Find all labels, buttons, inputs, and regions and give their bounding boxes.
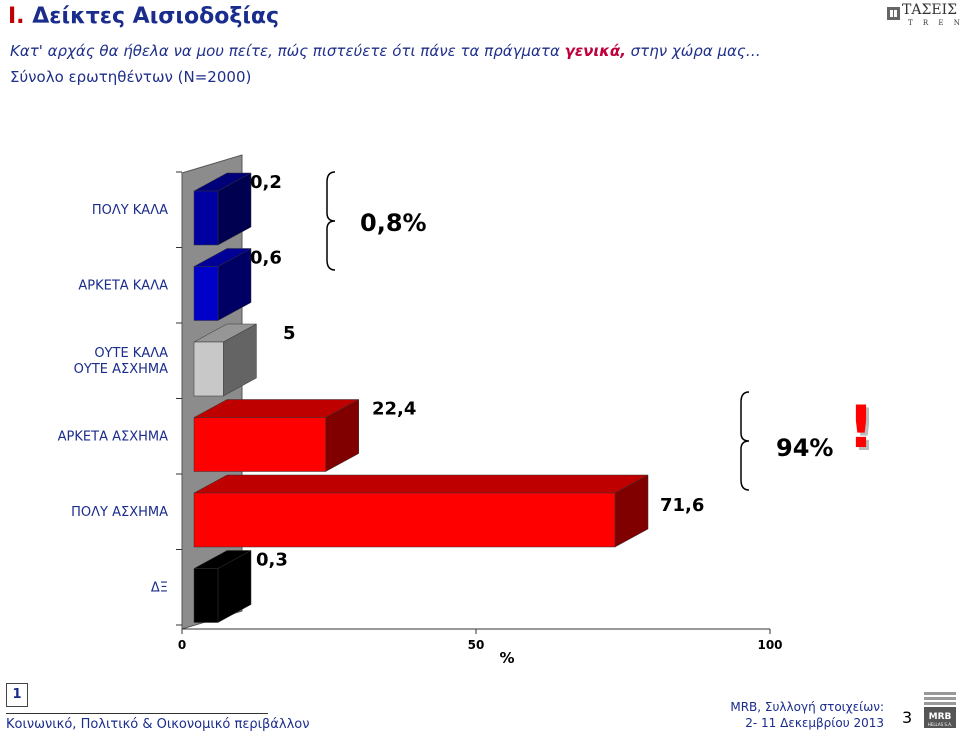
value-label: 0,3 bbox=[256, 550, 288, 571]
question-emphasis: γενικά, bbox=[564, 42, 626, 60]
mrb-logo-sub: HELLAS S.A. bbox=[928, 722, 952, 727]
footer-divider bbox=[6, 713, 268, 714]
question-pre: Κατ' αρχάς θα ήθελα να μου πείτε, πώς πι… bbox=[10, 42, 565, 60]
section-number-box: 1 bbox=[6, 683, 28, 707]
x-tick-label: 100 bbox=[757, 638, 782, 652]
question-post: στην χώρα μας… bbox=[625, 42, 761, 60]
mrb-logo: MRB HELLAS S.A. bbox=[924, 692, 956, 728]
value-label: 71,6 bbox=[660, 495, 704, 516]
bar-front-face bbox=[193, 568, 219, 623]
footer-section-title: Κοινωνικό, Πολιτικό & Οικονομικό περιβάλ… bbox=[6, 717, 310, 732]
bar-5 bbox=[193, 474, 649, 548]
value-label: 22,4 bbox=[372, 399, 416, 420]
footer-dates: 2- 11 Δεκεμβρίου 2013 bbox=[745, 716, 884, 730]
bar-1 bbox=[193, 172, 252, 246]
value-label: 0,2 bbox=[250, 172, 282, 193]
brace-negative bbox=[740, 391, 750, 491]
bar-top-face bbox=[193, 474, 649, 494]
bar-6 bbox=[193, 550, 252, 623]
footer-source: MRB, Συλλογή στοιχείων: bbox=[730, 700, 884, 714]
bar-2 bbox=[193, 248, 252, 321]
tasis-trends-logo bbox=[887, 7, 900, 20]
slide-number: 3 bbox=[902, 708, 913, 727]
exclamation-mark: ! bbox=[848, 393, 874, 461]
x-tick-label: 50 bbox=[468, 638, 485, 652]
category-label: ΟΥΤΕ ΚΑΛΑ ΟΥΤΕ ΑΣΧΗΜΑ bbox=[74, 346, 168, 377]
category-label: ΑΡΚΕΤΑ ΑΣΧΗΜΑ bbox=[58, 429, 168, 444]
bar-front-face bbox=[193, 492, 616, 548]
sample-size: Σύνολο ερωτηθέντων (Ν=2000) bbox=[10, 68, 252, 86]
value-label: 0,6 bbox=[250, 248, 282, 269]
bar-front-face bbox=[193, 417, 326, 472]
exclamation-shadow: ! bbox=[851, 396, 877, 464]
bar-front-face bbox=[193, 266, 219, 321]
brace-positive bbox=[326, 171, 336, 271]
bar-front-face bbox=[193, 190, 219, 246]
bar-front-face bbox=[193, 341, 224, 397]
x-tick-label: 0 bbox=[178, 638, 186, 652]
mrb-logo-text: MRB bbox=[929, 712, 952, 722]
title-text: Δείκτες Αισιοδοξίας bbox=[32, 4, 280, 29]
annotation-negative: 94% bbox=[776, 434, 833, 462]
logo-sub: T R E N D S bbox=[908, 19, 960, 27]
category-label: ΠΟΛΥ ΑΣΧΗΜΑ bbox=[71, 505, 168, 520]
category-label: ΠΟΛΥ ΚΑΛΑ bbox=[92, 203, 168, 218]
value-label: 5 bbox=[283, 323, 296, 344]
title-number: I. bbox=[8, 4, 25, 29]
bar-3 bbox=[193, 323, 257, 397]
question-text: Κατ' αρχάς θα ήθελα να μου πείτε, πώς πι… bbox=[10, 42, 761, 60]
category-label: ΑΡΚΕΤΑ ΚΑΛΑ bbox=[78, 278, 168, 293]
category-label: ΔΞ bbox=[151, 580, 168, 595]
annotation-positive: 0,8% bbox=[360, 209, 427, 237]
x-axis-label: % bbox=[499, 649, 514, 667]
bar-4 bbox=[193, 399, 359, 472]
logo-name: ΤΑΣΕΙΣ bbox=[902, 2, 957, 18]
page-title: I. Δείκτες Αισιοδοξίας bbox=[8, 4, 279, 29]
